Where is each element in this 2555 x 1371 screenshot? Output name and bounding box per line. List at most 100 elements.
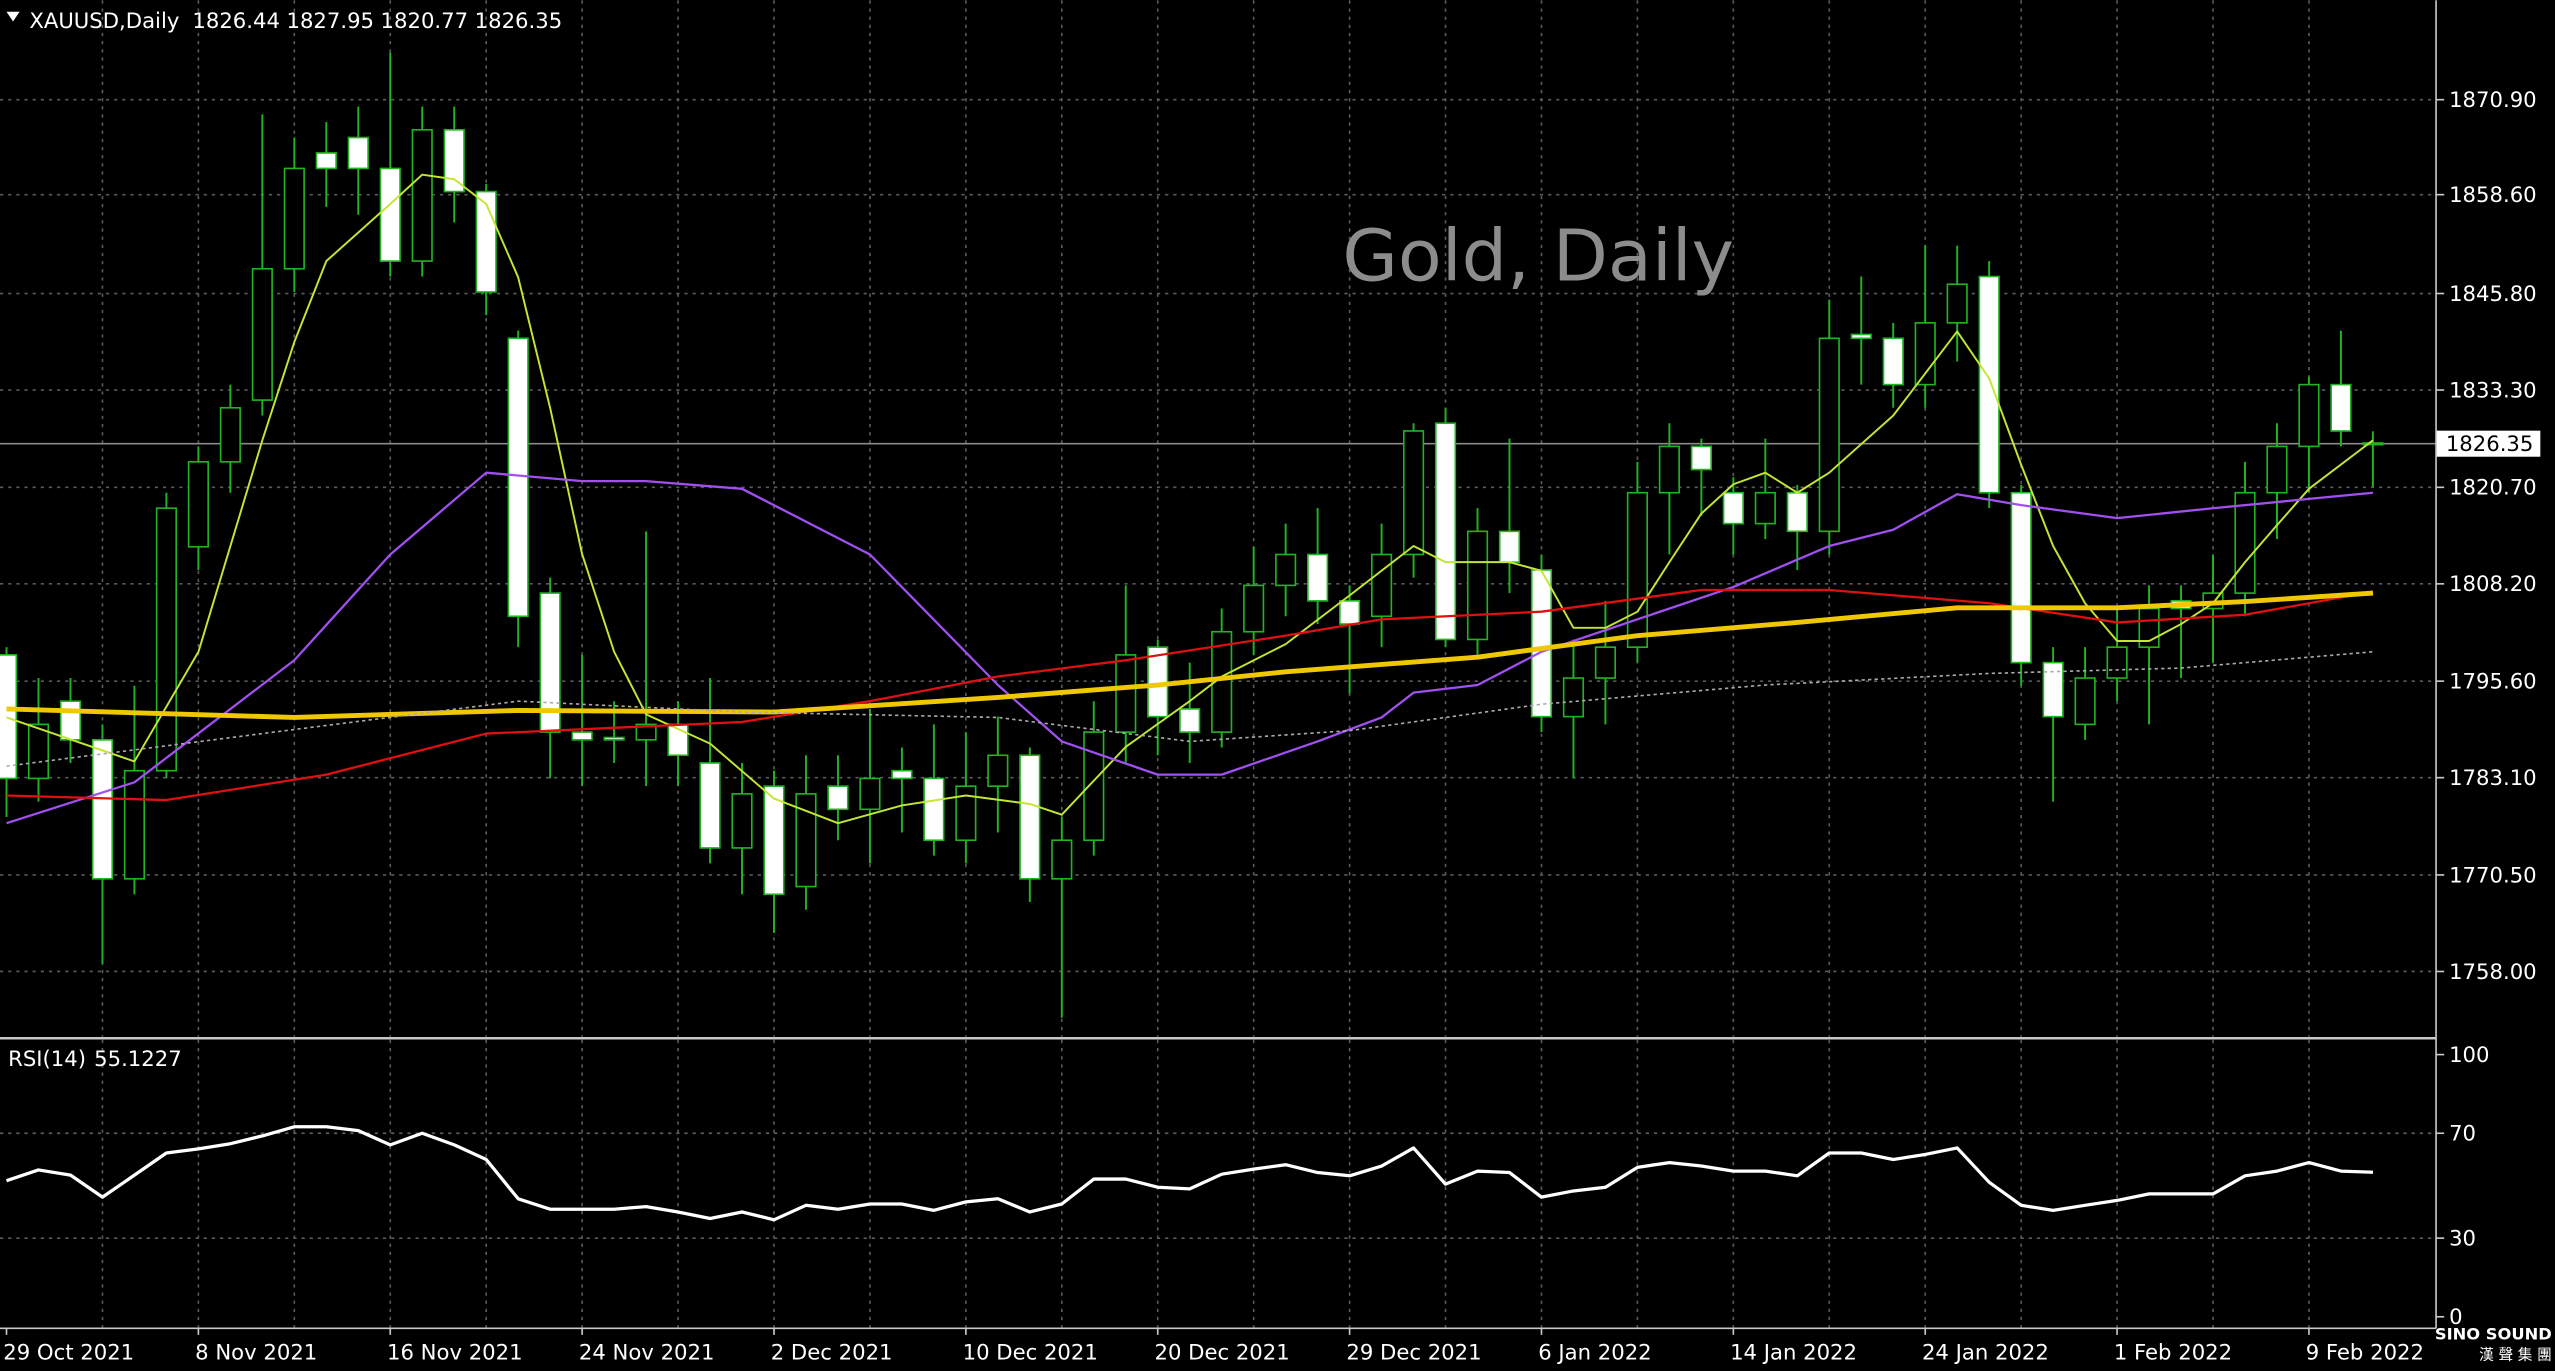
candle-body <box>1818 337 1840 533</box>
moving-average <box>6 590 2374 720</box>
candle-body <box>59 700 82 741</box>
rsi-pane <box>5 1125 2374 1222</box>
candle-body <box>1498 530 1521 564</box>
x-tick-label: 9 Feb 2022 <box>2306 1339 2424 1364</box>
candle-body <box>891 769 913 780</box>
x-tick-label: 2 Dec 2021 <box>771 1339 893 1364</box>
rsi-name: RSI(14) <box>8 1046 86 1071</box>
candle-body <box>2266 445 2288 494</box>
last-price-label: 1826.35 <box>2446 431 2534 456</box>
symbol-header: XAUUSD,Daily 1826.44 1827.95 1820.77 1826.35 <box>29 8 562 33</box>
symbol: XAUUSD,Daily <box>29 8 179 33</box>
candle-body <box>1211 630 1233 733</box>
candle-body <box>923 777 945 842</box>
candle-body <box>1307 553 1329 602</box>
candle-body <box>1466 530 1489 641</box>
y-tick-label: 1783.10 <box>2449 765 2537 790</box>
watermark-sub: 漢 聲 集 團 <box>2479 1346 2552 1363</box>
candle-body <box>91 739 114 880</box>
candle-body <box>379 167 401 262</box>
candle-body <box>1179 708 1201 733</box>
ohlc-close: 1826.35 <box>475 8 563 33</box>
candle-body <box>1019 754 1041 880</box>
candle-body <box>1275 553 1297 587</box>
candle-body <box>507 337 529 618</box>
candle-body <box>1722 491 1744 525</box>
ohlc-low: 1820.77 <box>381 8 469 33</box>
candle-body <box>347 136 369 170</box>
y-tick-label: 30 <box>2449 1225 2476 1250</box>
candle-body <box>1562 677 1585 718</box>
y-tick-label: 1845.80 <box>2449 281 2537 306</box>
last-price-box <box>2436 430 2541 457</box>
candle-body <box>283 167 305 270</box>
y-tick-label: 100 <box>2449 1042 2489 1067</box>
y-tick-label: 1870.90 <box>2449 87 2537 112</box>
candle-body <box>1402 430 1425 556</box>
candle-body <box>731 793 753 849</box>
candle-body <box>27 723 50 780</box>
y-tick-label: 1820.70 <box>2449 475 2537 500</box>
chart-title: Gold, Daily <box>1342 214 1734 298</box>
candle-body <box>187 461 209 548</box>
rsi-last: 55.1227 <box>94 1046 182 1071</box>
x-tick-label: 14 Jan 2022 <box>1730 1339 1857 1364</box>
candle-body <box>2234 491 2256 594</box>
x-tick-label: 8 Nov 2021 <box>195 1339 317 1364</box>
candle-body <box>1946 283 1968 324</box>
candle-body <box>795 793 817 888</box>
x-tick-label: 24 Jan 2022 <box>1922 1339 2049 1364</box>
candle-body <box>1850 333 1872 340</box>
menu-arrow[interactable] <box>6 11 20 22</box>
y-tick-label: 70 <box>2449 1121 2476 1146</box>
x-tick-label: 29 Oct 2021 <box>3 1339 134 1364</box>
candle-body <box>859 777 881 811</box>
candle-body <box>699 762 721 849</box>
candle-body <box>1339 600 1361 625</box>
y-tick-label: 1758.00 <box>2449 959 2537 984</box>
candle-body <box>411 128 433 262</box>
candle-body <box>1882 337 1904 386</box>
candle-body <box>2074 677 2096 726</box>
candle-body <box>1658 445 1680 494</box>
candle-body <box>2298 383 2320 448</box>
x-tick-label: 20 Dec 2021 <box>1154 1339 1289 1364</box>
ohlc-open: 1826.44 <box>192 8 280 33</box>
y-tick-label: 1808.20 <box>2449 571 2537 596</box>
candle-body <box>1754 491 1776 525</box>
candle-body <box>635 723 657 741</box>
candle-body <box>2330 383 2352 432</box>
x-tick-label: 10 Dec 2021 <box>963 1339 1098 1364</box>
candle-body <box>1530 569 1553 718</box>
candle-body <box>1434 422 1457 641</box>
candle-body <box>1914 322 1936 386</box>
candle-body <box>2106 646 2128 679</box>
candle-body <box>2362 442 2384 446</box>
candle-body <box>571 731 593 741</box>
x-tick-label: 16 Nov 2021 <box>387 1339 523 1364</box>
candle-body <box>1370 553 1393 618</box>
rsi-line <box>5 1125 2374 1222</box>
moving-average <box>6 471 2374 825</box>
candle-body <box>443 128 465 193</box>
watermark: SINO SOUND <box>2435 1325 2552 1344</box>
candle-body <box>987 754 1009 787</box>
candle-body <box>1978 275 2000 494</box>
ohlc-high: 1827.95 <box>286 8 374 33</box>
candle-body <box>1243 584 1265 633</box>
candle-body <box>315 152 337 170</box>
y-tick-label: 1833.30 <box>2449 377 2537 402</box>
y-tick-label: 1770.50 <box>2449 862 2537 887</box>
candle-body <box>1786 491 1808 533</box>
candle-body <box>1594 646 1617 679</box>
axis-layer: 1870.90 1858.60 1845.80 1833.30 1820.70 1808.… <box>3 87 2541 1364</box>
candle-body <box>2010 491 2032 664</box>
candle-body <box>763 785 785 896</box>
y-tick-label: 0 <box>2449 1304 2462 1329</box>
x-tick-label: 24 Nov 2021 <box>579 1339 715 1364</box>
y-tick-label: 1858.60 <box>2449 182 2537 207</box>
rsi-header: RSI(14) 55.1227 <box>8 1046 182 1071</box>
candle-body <box>1115 654 1137 733</box>
candle-body <box>123 769 146 880</box>
